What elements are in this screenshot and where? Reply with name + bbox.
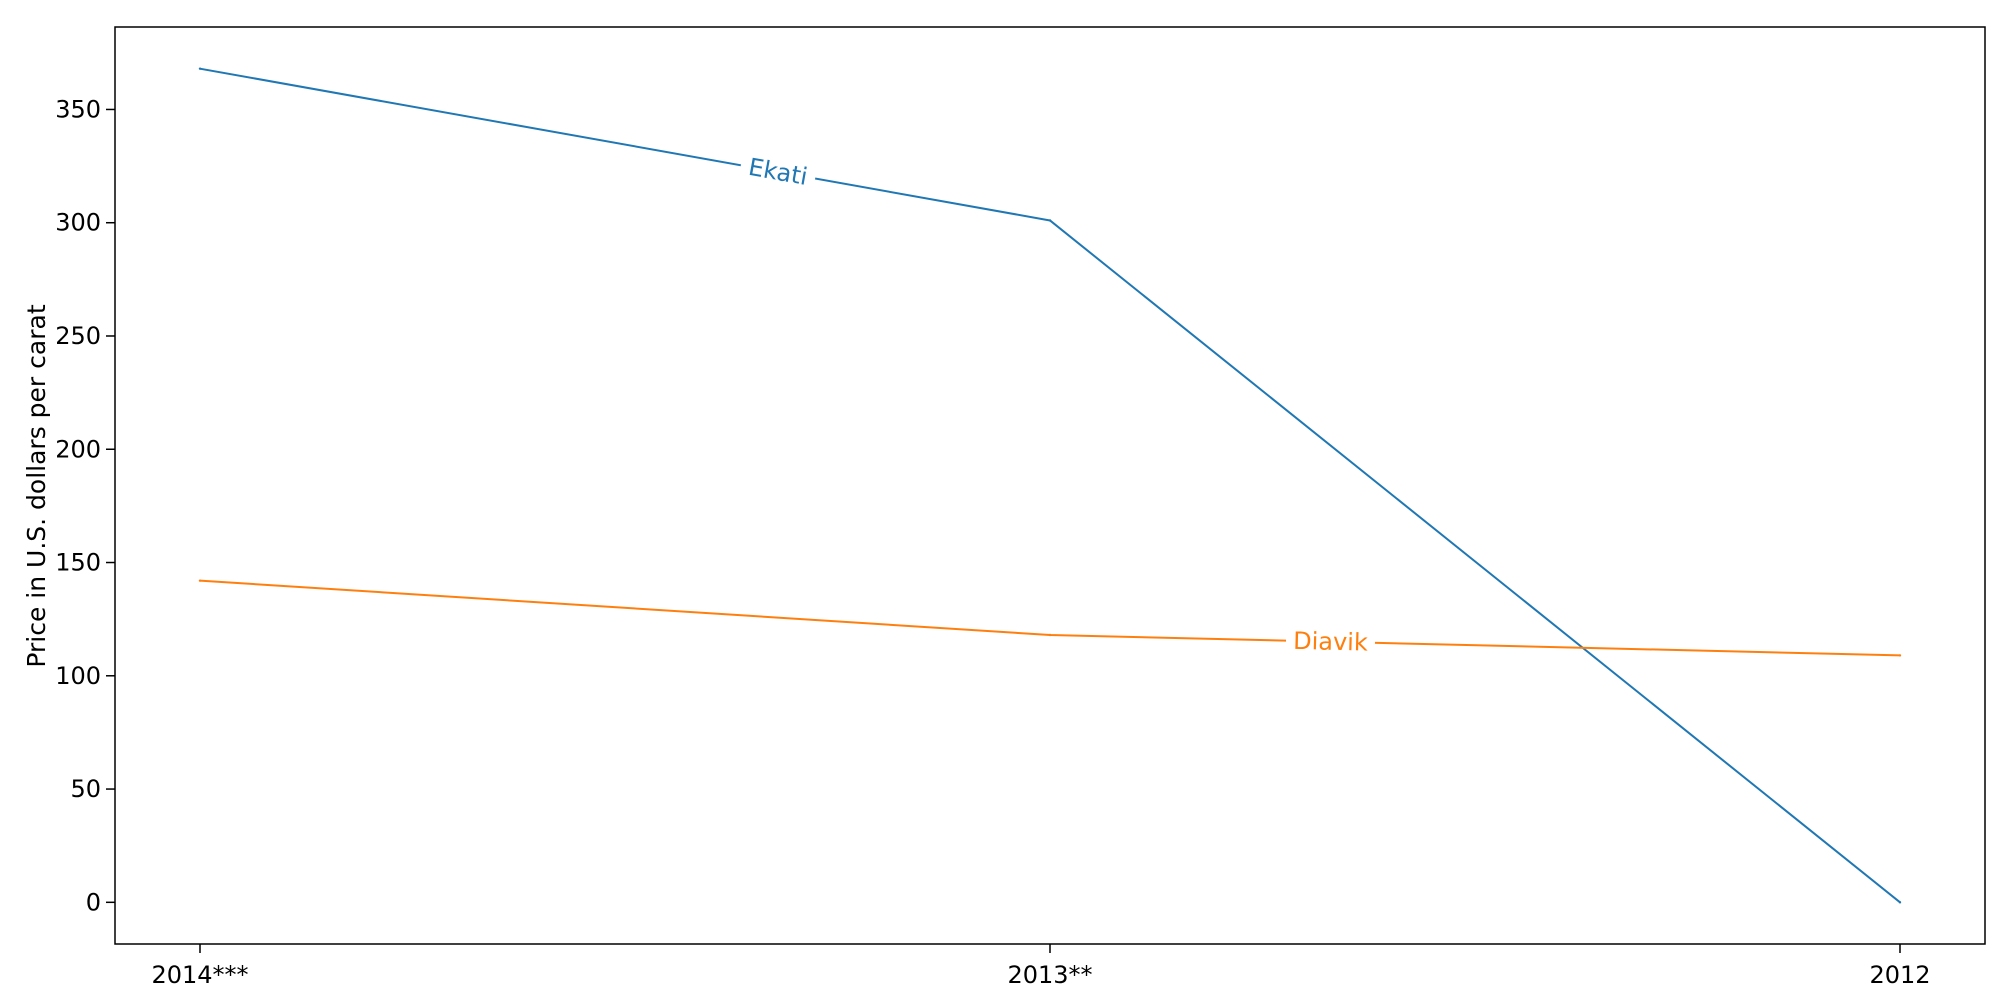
data-point-diavik	[1048, 633, 1052, 637]
data-point-diavik	[1898, 654, 1902, 657]
series-label-group-diavik: Diavik	[1285, 626, 1376, 657]
y-tick-label: 250	[55, 322, 101, 350]
y-tick-label: 200	[55, 435, 101, 463]
y-tick-label: 300	[55, 209, 101, 237]
y-axis-label: Price in U.S. dollars per carat	[22, 304, 51, 667]
x-tick-label: 2012	[1869, 961, 1930, 989]
y-tick-label: 0	[86, 888, 101, 916]
data-point-ekati	[1048, 219, 1052, 222]
series-label-diavik: Diavik	[1293, 627, 1368, 657]
y-tick-label: 150	[55, 549, 101, 577]
data-point-ekati	[198, 67, 202, 70]
x-axis: 2014*** 2013** 2012	[151, 944, 1931, 989]
y-tick-label: 100	[55, 662, 101, 690]
series-label-background	[738, 151, 818, 193]
series-label-background	[1285, 626, 1376, 657]
data-point-ekati	[1898, 901, 1902, 904]
x-tick-label: 2013**	[1007, 961, 1092, 989]
y-tick-label: 350	[55, 95, 101, 123]
x-tick-label: 2014***	[151, 961, 248, 989]
data-point-diavik	[198, 579, 202, 582]
y-axis: 0 50 100 150 200 250 300 350	[55, 95, 115, 916]
y-tick-label: 50	[70, 775, 101, 803]
